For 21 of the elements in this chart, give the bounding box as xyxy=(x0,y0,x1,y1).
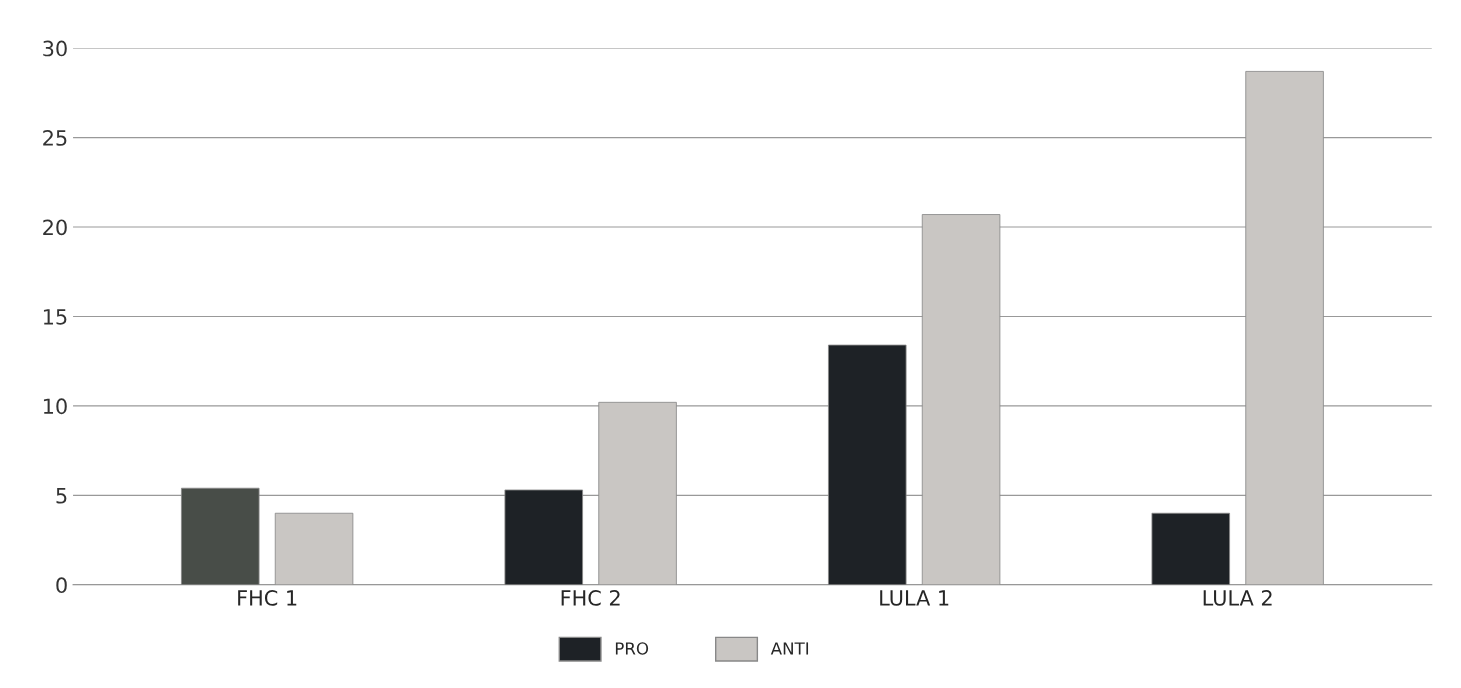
bar xyxy=(1151,512,1231,585)
y-tick-label: 30 xyxy=(43,40,67,57)
y-tick-label: 25 xyxy=(43,130,67,146)
y-tick-label: 20 xyxy=(43,219,67,236)
x-tick-label: FHC 2 xyxy=(561,590,620,606)
bar xyxy=(598,401,677,585)
legend-label: PRO xyxy=(615,642,649,655)
x-tick-label: LULA 1 xyxy=(880,590,949,606)
legend-label: ANTI xyxy=(770,642,809,655)
y-tick-label: 15 xyxy=(43,309,67,325)
y-tick-label: 0 xyxy=(56,577,67,594)
bar xyxy=(921,214,1001,585)
bar xyxy=(504,489,583,585)
y-tick-label: 10 xyxy=(43,398,67,415)
bar xyxy=(181,487,260,585)
bar xyxy=(1245,70,1324,585)
x-tick-label: LULA 2 xyxy=(1203,590,1272,606)
x-tick-label: FHC 1 xyxy=(238,590,297,606)
bar xyxy=(274,512,354,585)
bar xyxy=(828,344,907,585)
y-tick-label: 5 xyxy=(56,488,67,504)
